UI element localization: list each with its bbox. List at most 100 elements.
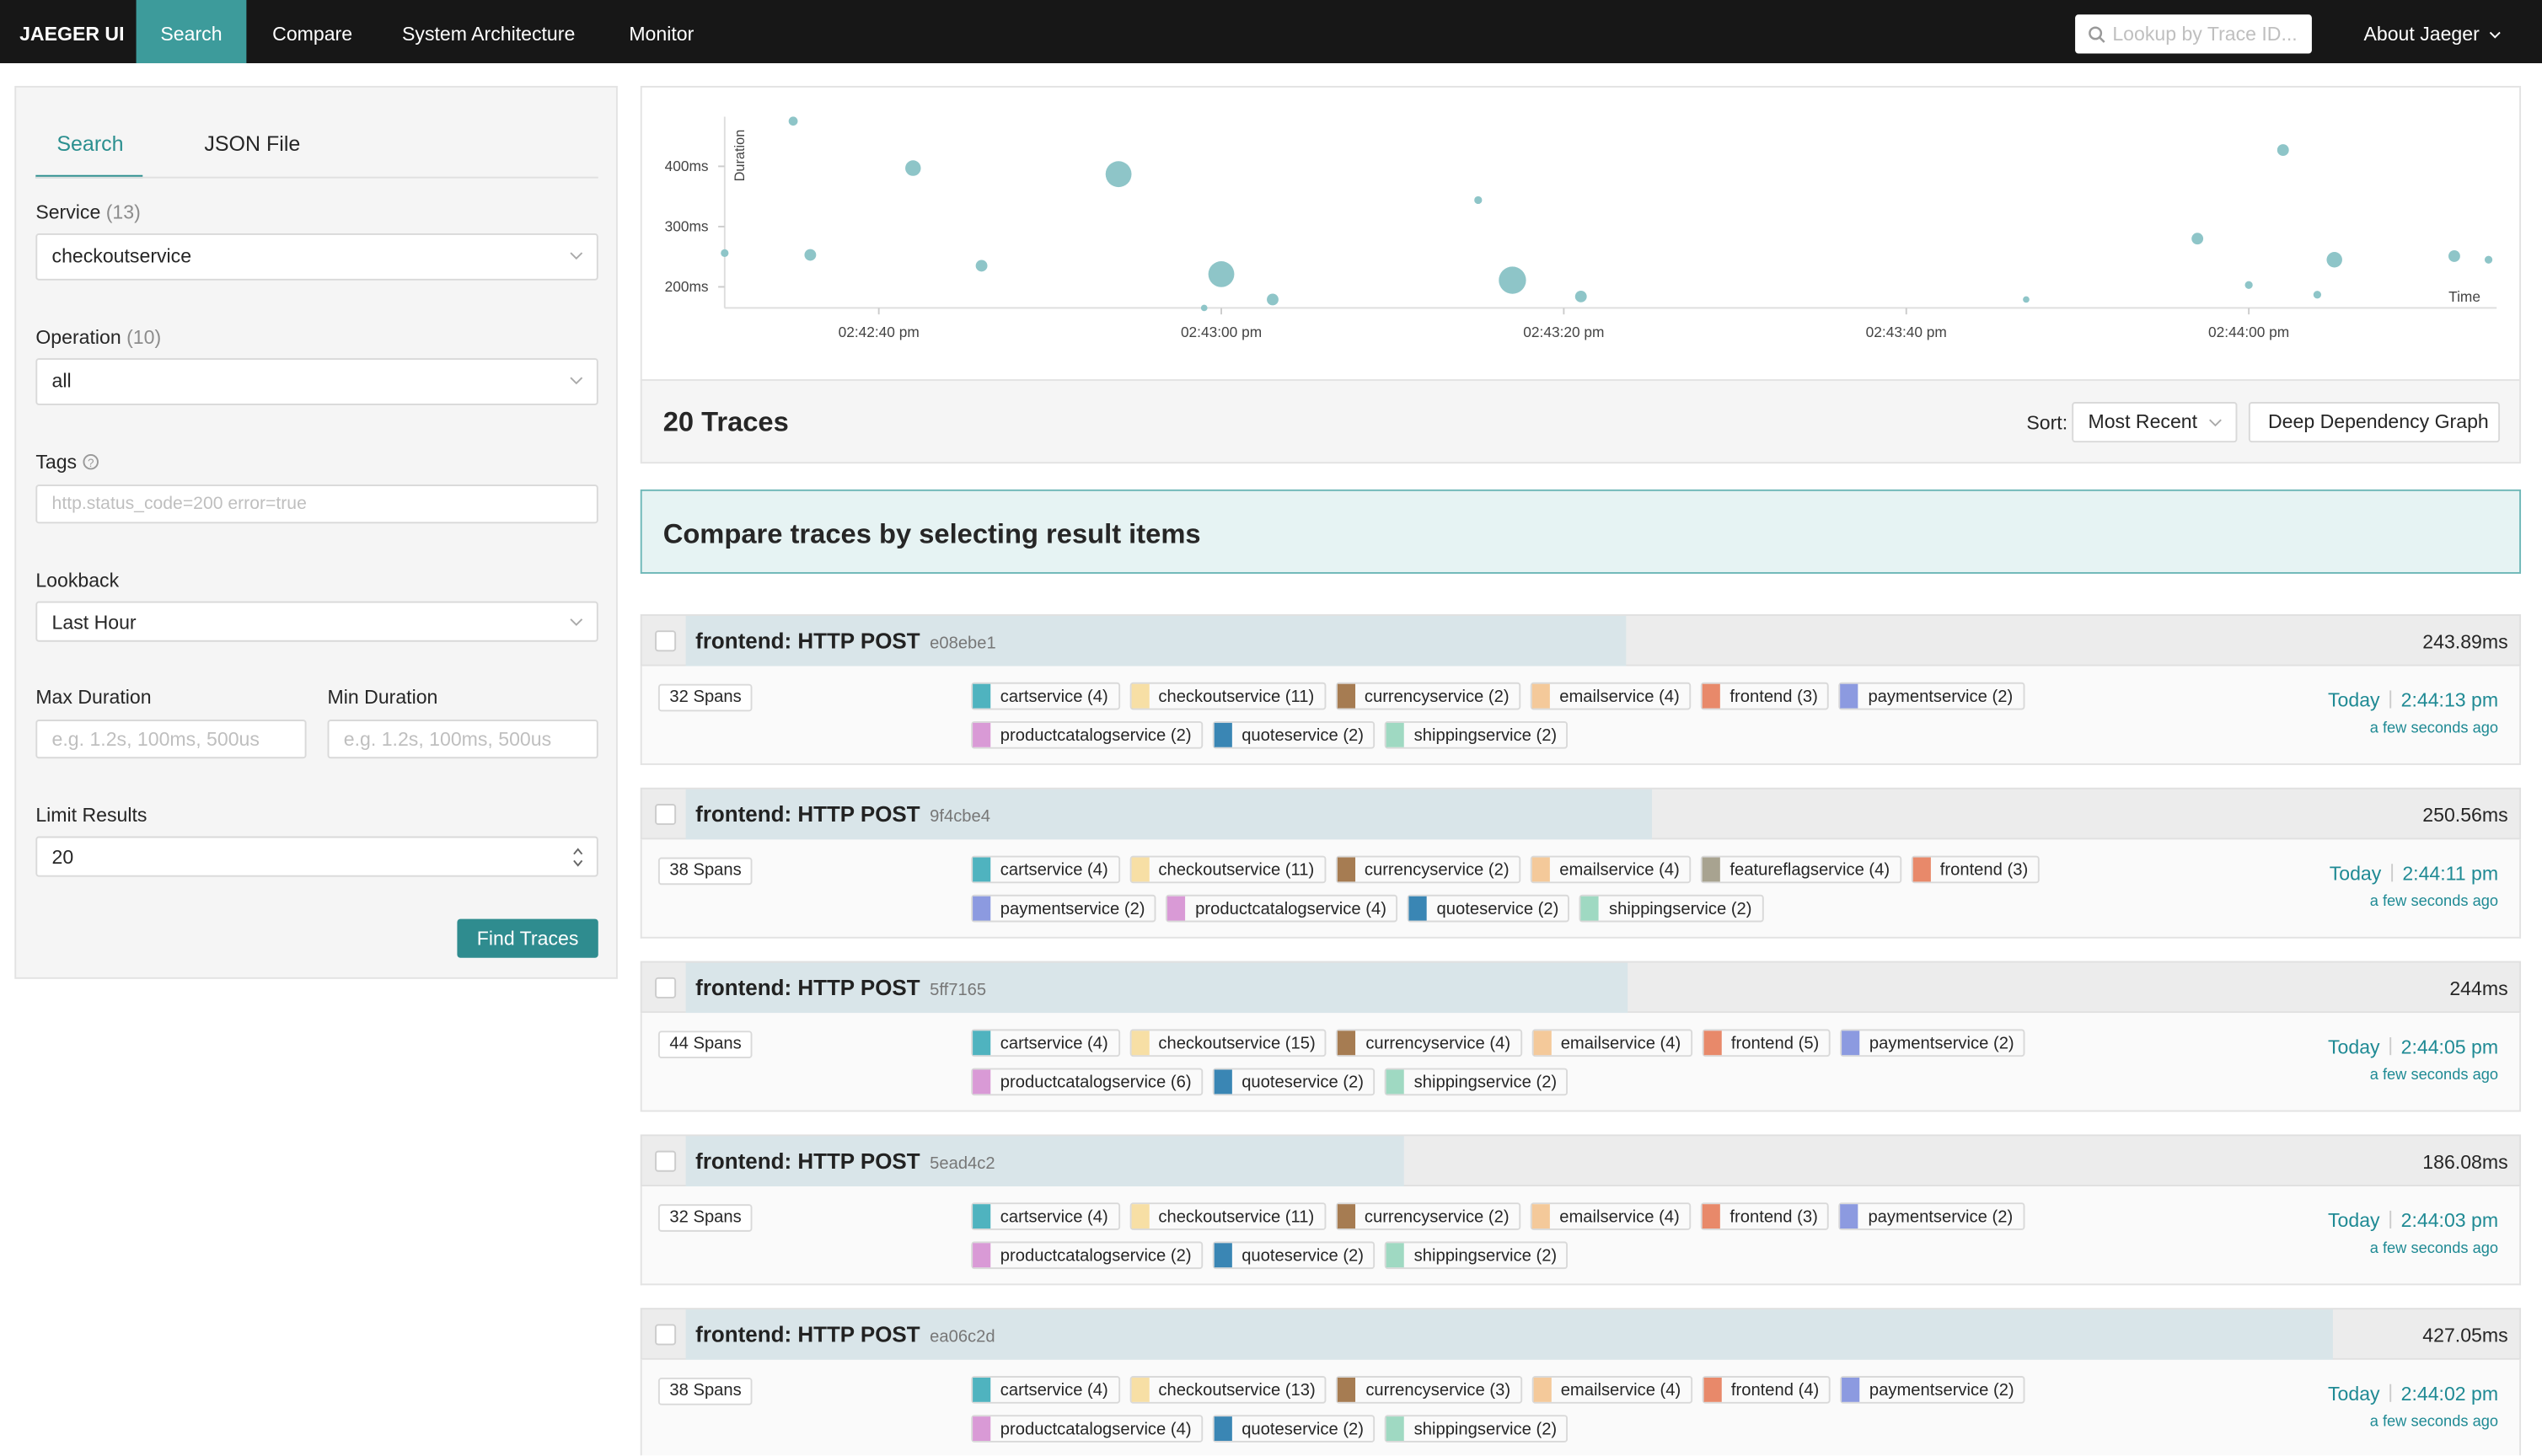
service-color xyxy=(1167,896,1186,921)
trace-dot[interactable] xyxy=(788,116,798,126)
trace-dot[interactable] xyxy=(1267,293,1279,306)
trace-dot[interactable] xyxy=(975,260,988,272)
trace-item[interactable]: frontend: HTTP POST 5ff7165 244ms 44 Spans c… xyxy=(640,961,2522,1114)
service-label: productcatalogservice (6) xyxy=(1000,1072,1192,1092)
deep-dependency-button[interactable]: Deep Dependency Graph xyxy=(2248,402,2501,443)
trace-dot[interactable] xyxy=(2313,291,2322,299)
service-operation: frontend: HTTP POST xyxy=(695,1322,920,1347)
trace-dot[interactable] xyxy=(1574,290,1587,302)
panel-tab[interactable]: Search xyxy=(56,131,124,156)
service-tag: cartservice (4) xyxy=(971,855,1120,884)
service-color xyxy=(1338,1377,1356,1402)
trace-dot[interactable] xyxy=(2023,296,2030,303)
service-color xyxy=(1130,857,1149,882)
trace-dot[interactable] xyxy=(1474,195,1483,205)
time: 2:44:11 pm xyxy=(2402,862,2499,886)
trace-dot[interactable] xyxy=(2484,255,2493,264)
trace-id: e08ebe1 xyxy=(930,634,996,654)
trace-title: frontend: HTTP POST 9f4cbe4 xyxy=(695,802,990,827)
service-label: quoteservice (2) xyxy=(1242,725,1365,745)
trace-dot[interactable] xyxy=(804,249,817,261)
service-label: emailservice (4) xyxy=(1559,859,1680,880)
service-label: checkoutservice (15) xyxy=(1158,1033,1316,1053)
top-nav: JAEGER UI Search Compare System Architec… xyxy=(0,0,2542,64)
trace-dot[interactable] xyxy=(2191,233,2204,245)
trace-item[interactable]: frontend: HTTP POST e08ebe1 243.89ms 32 Spa… xyxy=(640,614,2522,767)
checkbox[interactable] xyxy=(655,804,677,826)
trace-dot[interactable] xyxy=(721,249,729,257)
service-label: emailservice (4) xyxy=(1560,1033,1681,1053)
duration-bar xyxy=(685,1136,1404,1187)
trace-header: frontend: HTTP POST ea06c2d 427.05ms xyxy=(640,1308,2522,1360)
service-tag: checkoutservice (11) xyxy=(1129,682,1326,710)
operation-select[interactable]: all xyxy=(35,358,598,405)
service-tag: productcatalogservice (2) xyxy=(971,1241,1204,1270)
service-label: shippingservice (2) xyxy=(1609,898,1752,918)
service-tag: frontend (3) xyxy=(1700,682,1830,710)
help-icon[interactable]: ? xyxy=(82,453,99,470)
find-traces-button[interactable]: Find Traces xyxy=(457,918,598,958)
checkbox[interactable] xyxy=(655,977,677,998)
trace-dot[interactable] xyxy=(2244,281,2253,289)
trace-dot[interactable] xyxy=(1499,266,1526,294)
service-label: shippingservice (2) xyxy=(1413,1419,1558,1439)
service-color xyxy=(973,1416,991,1441)
placeholder: e.g. 1.2s, 100ms, 500us xyxy=(343,727,552,751)
nav-tab[interactable]: Monitor xyxy=(629,22,694,46)
trace-id: ea06c2d xyxy=(930,1327,995,1347)
span-count: 32 Spans xyxy=(657,1204,753,1232)
trace-item[interactable]: frontend: HTTP POST 5ead4c2 186.08ms 32 Spa… xyxy=(640,1134,2522,1287)
trace-dot[interactable] xyxy=(2448,250,2460,262)
service-tag: emailservice (4) xyxy=(1531,1376,1692,1404)
trace-id: 9f4cbe4 xyxy=(930,806,991,827)
trace-dot[interactable] xyxy=(905,160,921,176)
min-duration-input[interactable]: e.g. 1.2s, 100ms, 500us xyxy=(327,720,598,759)
service-label: shippingservice (2) xyxy=(1413,1072,1558,1092)
service-label: checkoutservice (13) xyxy=(1158,1379,1316,1400)
service-select[interactable]: checkoutservice xyxy=(35,233,598,281)
trace-time: Today 2:44:05 pm xyxy=(2328,1036,2498,1058)
value: 20 xyxy=(51,846,74,869)
checkbox[interactable] xyxy=(655,1150,677,1172)
service-color xyxy=(1408,896,1428,921)
nav-tab[interactable]: Search xyxy=(136,0,247,64)
trace-dot[interactable] xyxy=(2277,144,2289,157)
limit-input[interactable]: 20 xyxy=(35,836,598,877)
lookup-input[interactable]: Lookup by Trace ID... xyxy=(2075,14,2312,54)
trace-dot[interactable] xyxy=(2326,252,2342,268)
separator-bar xyxy=(2389,1210,2392,1229)
trace-dot[interactable] xyxy=(1208,261,1235,287)
nav-tab[interactable]: System Architecture xyxy=(402,22,576,46)
trace-dot[interactable] xyxy=(1105,161,1132,188)
service-color xyxy=(973,1204,991,1229)
lookback-select[interactable]: Last Hour xyxy=(35,601,598,642)
trace-duration: 186.08ms xyxy=(2422,1150,2508,1174)
duration-bar xyxy=(685,615,1627,666)
x-axis-label: Time xyxy=(2448,288,2480,305)
service-tag: paymentservice (2) xyxy=(1838,682,2024,710)
y-tick-label: 300ms xyxy=(665,218,709,235)
service-label: frontend (3) xyxy=(1939,859,2029,880)
x-tick-label: 02:43:40 pm xyxy=(1866,324,1947,340)
checkbox[interactable] xyxy=(655,630,677,652)
service-tag: frontend (5) xyxy=(1702,1029,1831,1057)
chevron xyxy=(570,377,583,385)
service-color xyxy=(973,1069,991,1095)
trace-dot[interactable] xyxy=(1200,304,1208,312)
nav-tab[interactable]: Compare xyxy=(272,22,353,46)
brand[interactable]: JAEGER UI xyxy=(19,22,125,46)
service-label: emailservice (4) xyxy=(1559,1207,1680,1227)
x-tick-label: 02:44:00 pm xyxy=(2208,324,2289,340)
span-count: 32 Spans xyxy=(657,683,753,712)
service-tag: shippingservice (2) xyxy=(1385,1415,1569,1443)
trace-item[interactable]: frontend: HTTP POST ea06c2d 427.05ms 38 Spa… xyxy=(640,1308,2522,1456)
max-duration-input[interactable]: e.g. 1.2s, 100ms, 500us xyxy=(35,720,307,759)
checkbox[interactable] xyxy=(655,1324,677,1346)
panel-tab[interactable]: JSON File xyxy=(204,131,301,156)
about-menu[interactable]: About Jaeger xyxy=(2363,22,2480,46)
trace-item[interactable]: frontend: HTTP POST 9f4cbe4 250.56ms 38 Spa… xyxy=(640,787,2522,940)
tags-input[interactable]: http.status_code=200 error=true xyxy=(35,484,598,524)
sort-select[interactable]: Most Recent xyxy=(2072,402,2238,443)
service-label: frontend (4) xyxy=(1730,1379,1820,1400)
service-color xyxy=(1703,1030,1722,1056)
